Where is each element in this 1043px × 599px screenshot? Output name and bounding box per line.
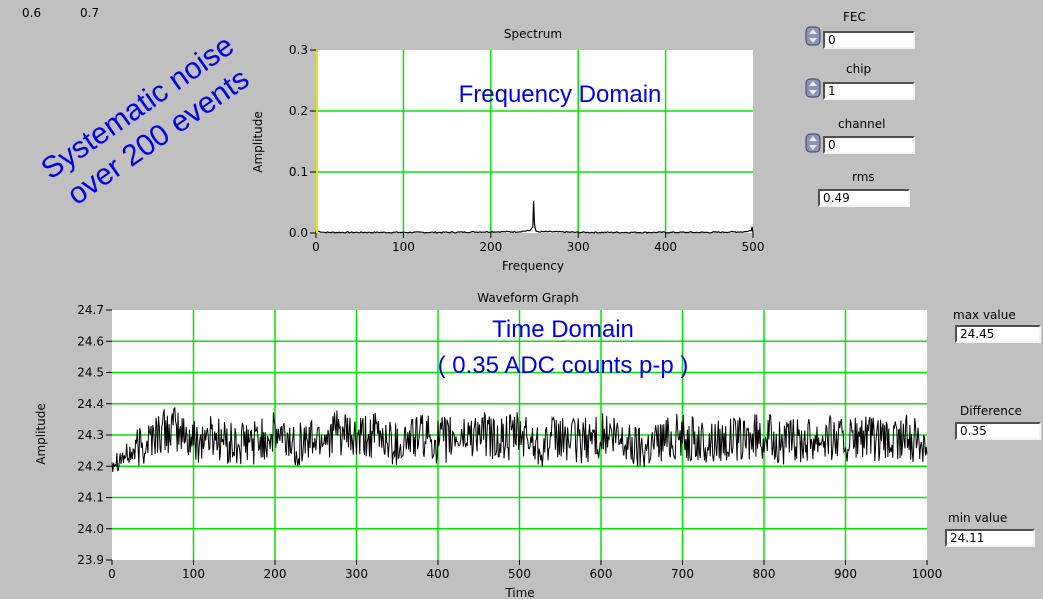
waveform-xtick-label: 700	[671, 567, 694, 581]
waveform-xtick-label: 0	[108, 567, 116, 581]
waveform-xtick-label: 300	[345, 567, 368, 581]
spectrum-xtick-label: 300	[567, 240, 590, 254]
corner-label-1: 0.7	[80, 6, 99, 20]
spectrum-xtick-label: 200	[479, 240, 502, 254]
difference-field: 0.35	[955, 422, 1041, 440]
corner-label-0: 0.6	[22, 6, 41, 20]
waveform-xtick-label: 1000	[912, 567, 943, 581]
channel-label: channel	[838, 117, 886, 131]
waveform-xtick-label: 200	[264, 567, 287, 581]
waveform-ylabel: Amplitude	[34, 403, 48, 465]
chip-spinner-icon[interactable]	[805, 78, 821, 98]
waveform-ytick-label: 23.9	[77, 553, 104, 567]
spectrum-ylabel: Amplitude	[251, 111, 265, 173]
waveform-ytick-label: 24.2	[77, 459, 104, 473]
spectrum-xtick-label: 500	[742, 240, 765, 254]
spectrum-ytick-label: 0.2	[289, 104, 308, 118]
spectrum-ytick-label: 0.3	[289, 43, 308, 57]
fec-spinner-icon[interactable]	[805, 26, 821, 46]
spectrum-ytick-label: 0.1	[289, 165, 308, 179]
waveform-ytick-label: 24.6	[77, 334, 104, 348]
spectrum-trace	[315, 201, 754, 234]
waveform-ytick-label: 24.3	[77, 428, 104, 442]
waveform-chart: Waveform Graph 0 100 200 300 400 500 600 700 800…	[34, 291, 942, 599]
chip-field[interactable]: 1	[823, 82, 915, 100]
waveform-trace	[111, 406, 928, 472]
spectrum-xtick-label: 400	[654, 240, 677, 254]
waveform-ytick-label: 24.0	[77, 522, 104, 536]
channel-spinner-icon[interactable]	[805, 133, 821, 153]
waveform-ytick-label: 24.7	[77, 303, 104, 317]
max-value-label: max value	[953, 308, 1016, 322]
systematic-noise-annotation: Systematic noise over 200 events	[35, 29, 255, 212]
waveform-xtick-label: 600	[590, 567, 613, 581]
time-domain-annotation: Time Domain	[492, 316, 634, 343]
rms-field: 0.49	[818, 189, 910, 207]
spectrum-ytick-label: 0.0	[289, 226, 308, 240]
waveform-ytick-label: 24.1	[77, 491, 104, 505]
spectrum-chart: Spectrum 0 100 200 300 400 500 0.0 0.1 0.2 0.3 Fr…	[251, 27, 764, 273]
waveform-xlabel: Time	[504, 586, 534, 599]
waveform-xtick-label: 900	[834, 567, 857, 581]
channel-field[interactable]: 0	[823, 136, 915, 154]
waveform-xtick-label: 800	[753, 567, 776, 581]
chip-label: chip	[846, 62, 872, 76]
spectrum-xtick-label: 0	[312, 240, 320, 254]
ptp-annotation: ( 0.35 ADC counts p-p )	[438, 352, 689, 379]
rms-label: rms	[852, 170, 875, 184]
spectrum-title: Spectrum	[504, 27, 562, 41]
waveform-ytick-label: 24.5	[77, 366, 104, 380]
waveform-xtick-label: 100	[182, 567, 205, 581]
spectrum-xlabel: Frequency	[502, 259, 564, 273]
spectrum-plot-area	[316, 50, 753, 233]
waveform-xtick-label: 500	[508, 567, 531, 581]
waveform-title: Waveform Graph	[477, 291, 579, 305]
waveform-xtick-label: 400	[427, 567, 450, 581]
difference-label: Difference	[960, 404, 1022, 418]
max-value-field: 24.45	[955, 325, 1041, 343]
fec-field[interactable]: 0	[823, 31, 915, 49]
fec-label: FEC	[843, 10, 866, 24]
frequency-domain-annotation: Frequency Domain	[459, 81, 662, 108]
waveform-ytick-label: 24.4	[77, 397, 104, 411]
min-value-label: min value	[948, 511, 1008, 525]
min-value-field: 24.11	[945, 529, 1035, 547]
spectrum-xtick-label: 100	[392, 240, 415, 254]
